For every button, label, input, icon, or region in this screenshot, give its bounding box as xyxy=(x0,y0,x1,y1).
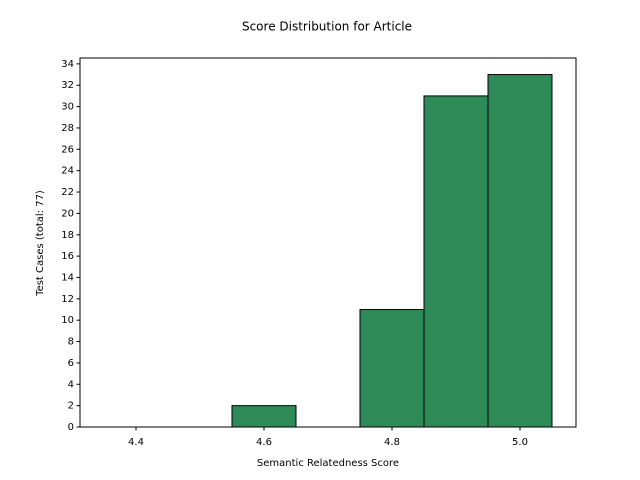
y-tick-label: 30 xyxy=(61,102,74,113)
y-tick-label: 28 xyxy=(61,123,74,134)
y-tick-label: 34 xyxy=(61,59,74,70)
y-tick-label: 18 xyxy=(61,230,74,241)
chart-title: Score Distribution for Article xyxy=(242,20,412,34)
y-tick-label: 6 xyxy=(68,358,74,369)
y-axis-label: Test Cases (total: 77) xyxy=(35,190,46,297)
y-tick-label: 8 xyxy=(68,337,74,348)
y-tick-label: 32 xyxy=(61,80,74,91)
bar xyxy=(231,405,297,428)
x-tick-label: 4.6 xyxy=(256,437,272,448)
plot-frame xyxy=(79,57,577,428)
y-tick-label: 26 xyxy=(61,144,74,155)
y-tick-label: 4 xyxy=(68,379,74,390)
y-tick-label: 10 xyxy=(61,315,74,326)
x-axis-label: Semantic Relatedness Score xyxy=(257,458,399,469)
y-tick-label: 2 xyxy=(68,401,74,412)
y-tick-label: 20 xyxy=(61,208,74,219)
y-tick-label: 16 xyxy=(61,251,74,262)
x-tick-label: 4.8 xyxy=(384,437,400,448)
y-tick-label: 24 xyxy=(61,166,74,177)
y-tick-label: 14 xyxy=(61,272,74,283)
bar xyxy=(487,74,553,428)
y-tick-label: 0 xyxy=(68,422,74,433)
bar xyxy=(359,309,425,428)
bar xyxy=(423,95,489,428)
x-tick-label: 4.4 xyxy=(128,437,144,448)
x-tick-label: 5.0 xyxy=(512,437,528,448)
y-tick-label: 22 xyxy=(61,187,74,198)
y-tick-label: 12 xyxy=(61,294,74,305)
